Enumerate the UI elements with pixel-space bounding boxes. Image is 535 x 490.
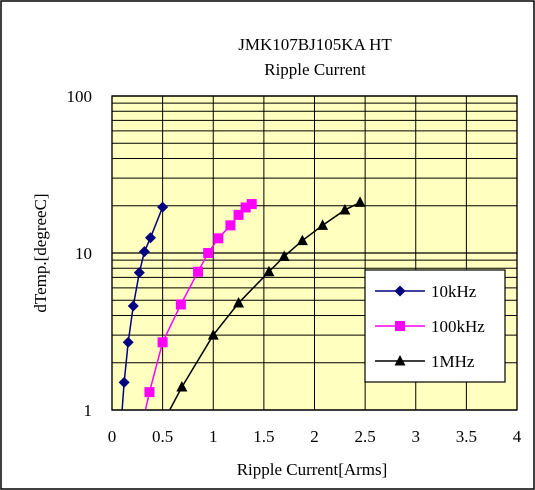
data-point	[127, 300, 139, 312]
legend-label: 100kHz	[431, 317, 485, 336]
data-point	[176, 381, 188, 392]
data-point	[233, 297, 245, 308]
data-point	[175, 299, 186, 310]
legend-label: 10kHz	[431, 282, 477, 301]
data-point	[354, 196, 366, 207]
data-point	[240, 202, 251, 213]
data-point	[157, 337, 168, 348]
data-point	[144, 232, 156, 244]
data-point	[122, 336, 134, 348]
series-1	[144, 199, 257, 411]
data-point	[157, 201, 169, 213]
data-point	[263, 265, 275, 277]
y-tick-label: 1	[84, 401, 93, 420]
x-tick-label: 0.5	[152, 427, 173, 446]
data-point	[278, 250, 290, 261]
data-point	[296, 234, 308, 246]
data-point	[193, 266, 204, 277]
data-point	[213, 233, 224, 244]
data-point	[133, 267, 145, 279]
data-point	[207, 329, 219, 340]
plot-frame	[111, 95, 518, 411]
y-tick-label: 100	[67, 87, 93, 106]
series-line	[169, 201, 361, 411]
x-axis-label: Ripple Current[Arms]	[237, 460, 388, 479]
data-point	[203, 248, 214, 258]
data-point	[138, 246, 150, 258]
x-tick-label: 1.5	[253, 427, 274, 446]
data-point	[144, 387, 155, 398]
series-0	[118, 201, 169, 411]
x-tick-label: 3	[412, 427, 421, 446]
series-2	[169, 196, 366, 411]
legend-label: 1MHz	[431, 352, 475, 371]
data-point	[225, 220, 236, 231]
x-tick-label: 2.5	[355, 427, 376, 446]
x-tick-label: 0	[108, 427, 117, 446]
chart-title: JMK107BJ105KA HT	[238, 35, 392, 54]
tick-labels: 0 0.5 1 1.5 2 2.5 3 3.5 4 1 10 100	[67, 87, 522, 446]
data-point	[339, 203, 351, 215]
y-axis-label: dTemp.[degreeC]	[31, 193, 50, 312]
x-tick-label: 2	[310, 427, 319, 446]
legend: 10kHz 100kHz 1MHz	[364, 269, 506, 383]
data-point	[246, 199, 257, 210]
x-tick-label: 1	[209, 427, 218, 446]
data-point	[118, 376, 130, 388]
legend-marker	[394, 355, 406, 366]
data-point	[233, 209, 244, 220]
data-point	[317, 219, 329, 230]
series-layer	[118, 196, 366, 411]
legend-marker	[395, 321, 405, 331]
chart-subtitle: Ripple Current	[264, 60, 366, 79]
x-tick-label: 4	[513, 427, 522, 446]
y-tick-label: 10	[75, 244, 92, 263]
x-tick-label: 3.5	[456, 427, 477, 446]
legend-marker	[394, 285, 406, 297]
